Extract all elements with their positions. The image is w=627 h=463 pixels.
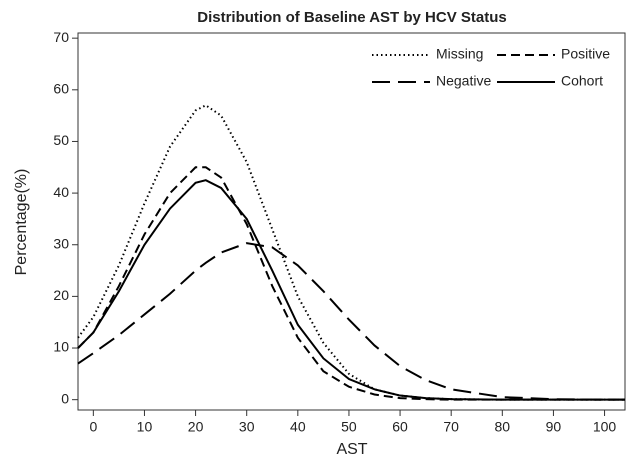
x-tick-label: 50: [341, 419, 357, 435]
chart-title: Distribution of Baseline AST by HCV Stat…: [197, 9, 506, 26]
x-tick-label: 60: [392, 419, 408, 435]
y-tick-label: 40: [53, 184, 69, 200]
legend-label: Positive: [561, 46, 610, 62]
y-tick-label: 60: [53, 81, 69, 97]
series-line: [77, 104, 625, 401]
x-tick-label: 70: [443, 419, 459, 435]
y-tick-label: 70: [53, 29, 69, 45]
legend-label: Negative: [436, 73, 491, 89]
y-tick-label: 30: [53, 235, 69, 251]
y-tick-label: 10: [53, 339, 69, 355]
x-tick-label: 20: [188, 419, 204, 435]
x-axis-label: AST: [336, 441, 367, 458]
y-tick-label: 20: [53, 287, 69, 303]
x-tick-label: 100: [593, 419, 617, 435]
plot-frame: [77, 32, 626, 411]
x-tick-label: 30: [239, 419, 255, 435]
y-tick-label: 50: [53, 132, 69, 148]
legend-label: Cohort: [561, 73, 603, 89]
series-line: [77, 166, 625, 401]
y-axis-label: Percentage(%): [13, 169, 30, 276]
x-tick-label: 0: [89, 419, 97, 435]
x-tick-label: 40: [290, 419, 306, 435]
series-line: [77, 179, 625, 401]
series-line: [77, 242, 625, 401]
x-tick-label: 90: [546, 419, 562, 435]
x-tick-label: 10: [137, 419, 153, 435]
legend-label: Missing: [436, 46, 483, 62]
x-tick-label: 80: [495, 419, 511, 435]
y-tick-label: 0: [61, 390, 69, 406]
